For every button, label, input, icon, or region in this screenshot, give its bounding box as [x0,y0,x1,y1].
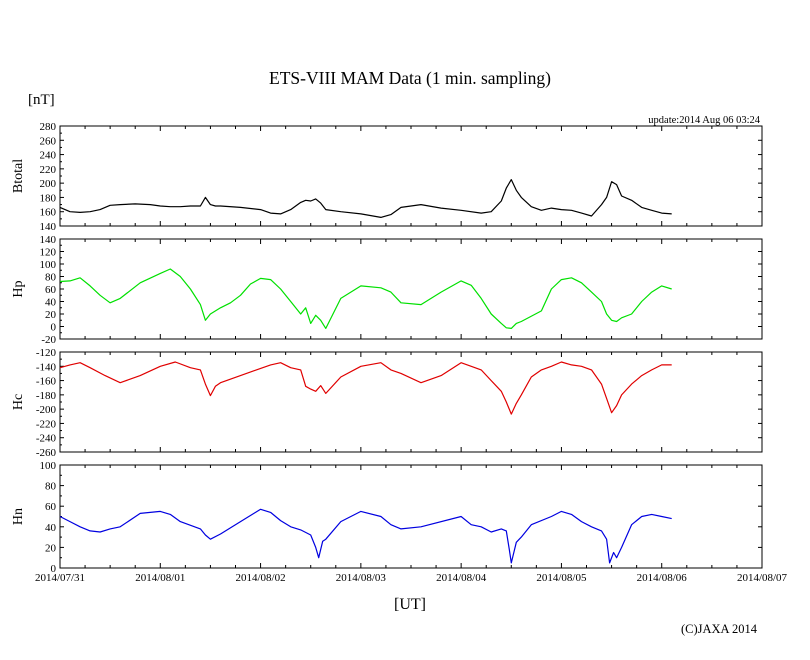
hn-ytick-label: 0 [51,563,57,575]
hc-series-line [59,361,672,415]
hn-ytick-label: 80 [45,481,57,493]
btotal-ytick-label: 260 [40,135,57,147]
copyright-text: (C)JAXA 2014 [681,622,758,636]
btotal-series-line [59,179,672,218]
hn-ytick-label: 60 [45,501,57,513]
hc-ytick-label: -180 [36,390,57,402]
hp-series-line [59,268,672,329]
hp-ytick-label: -20 [41,334,56,346]
hn-ytick-label: 100 [40,460,57,472]
hc-ytick-label: -160 [36,376,57,388]
hc-ylabel: Hc [11,394,26,410]
x-axis-label: [UT] [394,596,426,613]
hp-ytick-label: 120 [40,247,57,259]
hn-panel-frame [59,464,763,569]
hp-ytick-label: 100 [40,259,57,271]
hc-ytick-label: -260 [36,447,57,459]
hn-ytick-label: 40 [45,522,57,534]
update-timestamp: update:2014 Aug 06 03:24 [648,115,760,126]
btotal-panel-frame [59,125,763,227]
xtick-label: 2014/08/04 [436,572,487,584]
xtick-label: 2014/08/03 [336,572,387,584]
chart-title: ETS-VIII MAM Data (1 min. sampling) [269,68,551,88]
btotal-ytick-label: 220 [40,164,57,176]
btotal-ytick-label: 180 [40,192,57,204]
hc-ytick-label: -140 [36,361,57,373]
hc-ytick-label: -200 [36,404,57,416]
btotal-ytick-label: 240 [40,150,57,162]
hn-ylabel: Hn [11,508,26,525]
hp-ylabel: Hp [11,280,26,297]
unit-label: [nT] [28,92,55,108]
btotal-ytick-label: 200 [40,178,57,190]
hc-ytick-label: -220 [36,418,57,430]
xtick-label: 2014/07/31 [35,572,85,584]
hc-ytick-label: -120 [36,347,57,359]
btotal-ylabel: Btotal [11,159,26,193]
xtick-label: 2014/08/02 [236,572,286,584]
hp-ytick-label: 20 [45,309,57,321]
xtick-label: 2014/08/05 [536,572,587,584]
hc-ytick-label: -240 [36,433,57,445]
xtick-label: 2014/08/01 [135,572,185,584]
hn-series-line [59,508,672,564]
btotal-ytick-label: 160 [40,207,57,219]
xtick-label: 2014/08/06 [637,572,688,584]
hp-ytick-label: 40 [45,297,57,309]
panels-group: 280260240220200180160140Btotal1401201008… [11,121,788,584]
btotal-ytick-label: 140 [40,221,57,233]
hp-ytick-label: 140 [40,234,57,246]
hp-ytick-label: 60 [45,284,57,296]
xtick-label: 2014/08/07 [737,572,788,584]
hp-ytick-label: 80 [45,272,57,284]
hn-ytick-label: 20 [45,542,57,554]
hp-ytick-label: 0 [51,322,57,334]
btotal-ytick-label: 280 [40,121,57,133]
